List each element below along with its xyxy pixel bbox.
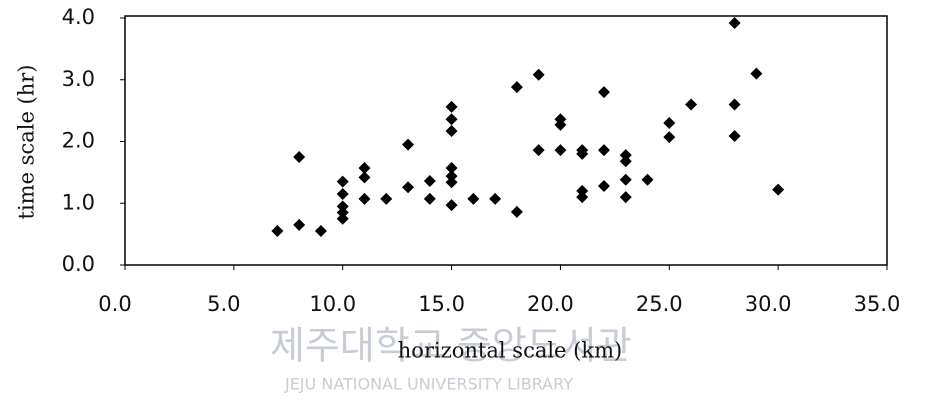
point <box>314 225 327 238</box>
point <box>663 116 676 129</box>
point <box>336 175 349 188</box>
point <box>445 113 458 126</box>
point <box>619 191 632 204</box>
point <box>685 98 698 111</box>
point <box>728 129 741 142</box>
x-axis-label: horizontal scale (km) <box>398 339 622 363</box>
point <box>467 192 480 205</box>
point <box>750 67 763 80</box>
point <box>772 183 785 196</box>
x-tick-label: 30.0 <box>745 292 792 316</box>
watermark: JEJU NATIONAL UNIVERSITY LIBRARY <box>284 375 573 394</box>
point <box>597 86 610 99</box>
point <box>489 192 502 205</box>
point <box>336 212 349 225</box>
point <box>619 173 632 186</box>
point <box>358 162 371 175</box>
point <box>358 192 371 205</box>
x-tick-label: 0.0 <box>98 292 131 316</box>
point <box>336 187 349 200</box>
y-axis-label: time scale (hr) <box>15 65 39 220</box>
y-tick-label: 3.0 <box>62 67 95 91</box>
plot-frame <box>124 15 888 266</box>
point <box>445 176 458 189</box>
point <box>510 205 523 218</box>
y-tick-label: 4.0 <box>62 5 95 29</box>
point <box>532 144 545 157</box>
point <box>554 118 567 131</box>
point <box>619 155 632 168</box>
point <box>576 147 589 160</box>
y-tick-label: 2.0 <box>62 129 95 153</box>
point <box>336 206 349 219</box>
point <box>445 125 458 138</box>
point <box>445 199 458 212</box>
x-tick-label: 10.0 <box>309 292 356 316</box>
point <box>380 192 393 205</box>
point <box>728 16 741 29</box>
point <box>576 184 589 197</box>
point <box>402 181 415 194</box>
point <box>423 175 436 188</box>
point <box>597 144 610 157</box>
x-tick-label: 20.0 <box>527 292 574 316</box>
point <box>728 98 741 111</box>
point <box>445 162 458 175</box>
point <box>532 68 545 81</box>
point <box>576 191 589 204</box>
point <box>554 144 567 157</box>
point <box>663 131 676 144</box>
point <box>619 149 632 162</box>
x-tick-label: 15.0 <box>418 292 465 316</box>
y-tick-label: 1.0 <box>62 190 95 214</box>
point <box>597 179 610 192</box>
point <box>402 138 415 151</box>
point <box>336 200 349 213</box>
x-tick-label: 35.0 <box>854 292 901 316</box>
x-tick-label: 25.0 <box>636 292 683 316</box>
point <box>445 100 458 113</box>
point <box>358 171 371 184</box>
point <box>445 170 458 183</box>
x-tick-label: 5.0 <box>207 292 240 316</box>
point <box>293 150 306 163</box>
point <box>423 192 436 205</box>
point <box>510 81 523 94</box>
point <box>271 225 284 238</box>
point <box>293 218 306 231</box>
y-tick-label: 0.0 <box>62 252 95 276</box>
point <box>641 173 654 186</box>
watermark: 제주대학교 중앙도서관 <box>270 324 632 368</box>
